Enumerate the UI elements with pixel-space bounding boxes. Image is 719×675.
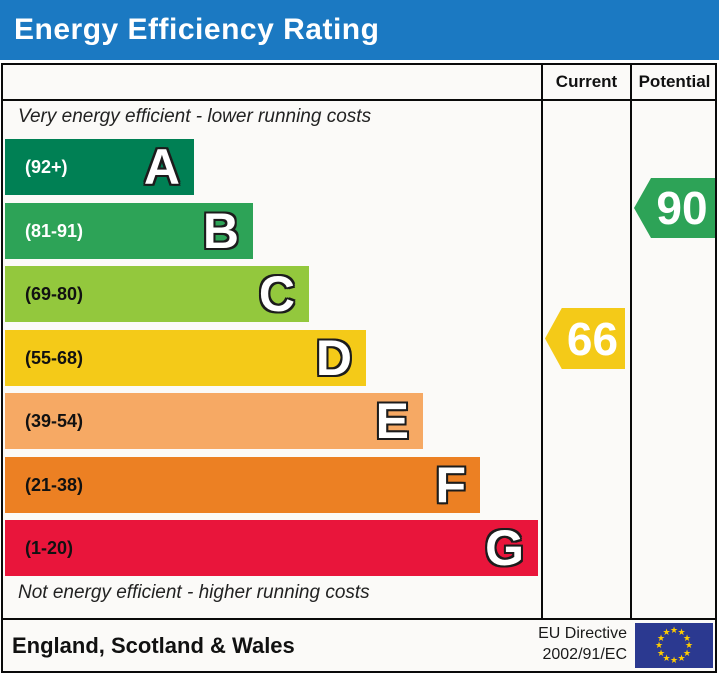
- header-potential: Potential: [638, 72, 711, 91]
- title-bar: Energy Efficiency Rating: [0, 0, 719, 60]
- eu-star-icon: ★: [656, 647, 666, 658]
- note-very-efficient: Very energy efficient - lower running co…: [18, 106, 372, 127]
- band-b: (81-91) B: [5, 203, 253, 259]
- eu-star-icon: ★: [684, 640, 694, 650]
- footer-divider-line: [1, 618, 717, 620]
- band-range-label: (81-91): [25, 220, 84, 241]
- eu-star-icon: ★: [669, 655, 679, 665]
- band-range-label: (69-80): [25, 283, 84, 304]
- band-d: (55-68) D: [5, 330, 366, 386]
- eu-star-icon: ★: [654, 640, 664, 650]
- footer-region-label: England, Scotland & Wales: [12, 633, 295, 658]
- band-letter: D: [315, 330, 352, 386]
- band-range-label: (1-20): [25, 537, 74, 558]
- eu-flag-icon: ★ ★ ★ ★ ★ ★ ★ ★ ★ ★ ★ ★: [635, 623, 713, 668]
- potential-rating-value: 90: [656, 182, 708, 234]
- eu-directive-line1: EU Directive: [538, 625, 627, 642]
- band-letter: A: [143, 139, 180, 195]
- eu-directive-line2: 2002/91/EC: [542, 646, 627, 663]
- current-rating-value: 66: [566, 312, 619, 365]
- band-range-label: (21-38): [25, 474, 84, 495]
- band-range-label: (55-68): [25, 347, 84, 368]
- note-not-efficient: Not energy efficient - higher running co…: [18, 582, 370, 603]
- band-letter: G: [485, 520, 524, 576]
- band-range-label: (39-54): [25, 410, 84, 431]
- eu-directive-label: EU Directive 2002/91/EC: [538, 623, 627, 665]
- band-e: (39-54) E: [5, 393, 423, 449]
- page-title: Energy Efficiency Rating: [14, 13, 380, 46]
- current-rating-arrow: 66: [545, 308, 625, 369]
- header-current: Current: [555, 72, 618, 91]
- eu-star-icon: ★: [662, 627, 671, 637]
- eu-star-icon: ★: [662, 652, 671, 663]
- band-range-label: (92+): [25, 156, 68, 177]
- eu-star-icon: ★: [677, 627, 686, 637]
- eu-star-icon: ★: [669, 625, 679, 635]
- band-g: (1-20) G: [5, 520, 538, 576]
- band-letter: C: [258, 266, 295, 322]
- eu-star-icon: ★: [682, 632, 692, 643]
- divider-potential-column: [630, 63, 632, 620]
- band-letter: E: [375, 393, 409, 449]
- eu-star-icon: ★: [682, 647, 692, 658]
- band-letter: F: [435, 457, 466, 513]
- potential-rating-arrow: 90: [634, 178, 715, 238]
- divider-current-column: [541, 63, 543, 620]
- band-letter: B: [202, 203, 239, 259]
- header-divider-line: [1, 99, 717, 101]
- band-a: (92+) A: [5, 139, 194, 195]
- eu-star-icon: ★: [677, 652, 686, 663]
- eu-star-icon: ★: [656, 632, 666, 643]
- band-c: (69-80) C: [5, 266, 309, 322]
- band-f: (21-38) F: [5, 457, 480, 513]
